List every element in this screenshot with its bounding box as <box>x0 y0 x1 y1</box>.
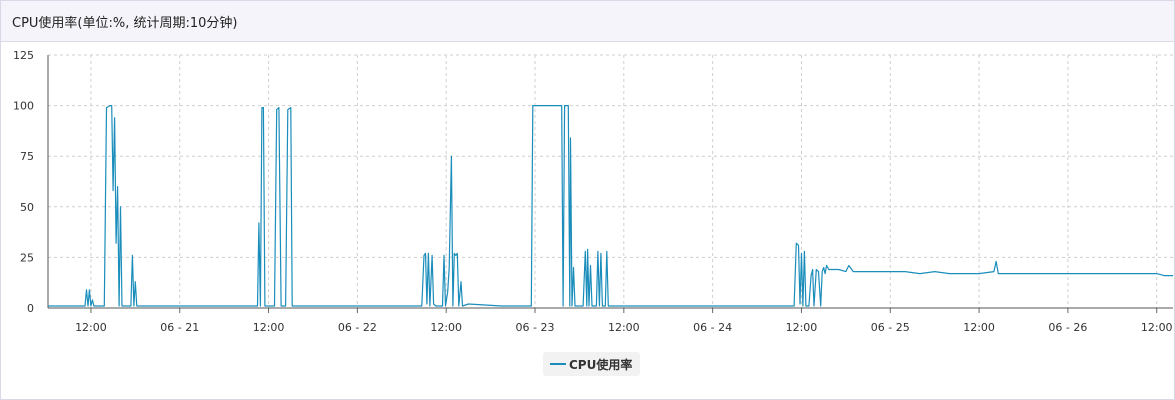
cpu-line-chart: 0 25 50 75 100 125 12:00 06 - 21 12:00 06 - 22 12:… <box>13 49 1173 334</box>
x-tick-label: 12:00 <box>430 321 462 334</box>
x-tick-label: 12:00 <box>608 321 640 334</box>
x-tick-label: 12:00 <box>963 321 995 334</box>
x-tick-label: 12:00 <box>1141 321 1173 334</box>
legend[interactable]: CPU使用率 <box>543 352 641 376</box>
x-tick-label: 12:00 <box>75 321 107 334</box>
x-tick-label: 06 - 25 <box>871 321 910 334</box>
panel-title: CPU使用率(单位:%, 统计周期:10分钟) <box>12 15 238 31</box>
y-tick-label: 125 <box>13 49 34 62</box>
series-line-cpu <box>48 105 1173 307</box>
y-tick-label: 75 <box>20 150 34 163</box>
x-tick-label: 06 - 24 <box>693 321 732 334</box>
y-tick-label: 0 <box>27 302 34 315</box>
y-tick-label: 50 <box>20 201 34 214</box>
x-tick-label: 06 - 21 <box>160 321 199 334</box>
panel-header: CPU使用率(单位:%, 统计周期:10分钟) <box>1 1 1174 42</box>
legend-label: CPU使用率 <box>569 357 633 372</box>
x-tick-label: 06 - 23 <box>516 321 555 334</box>
x-tick-label: 06 - 26 <box>1048 321 1087 334</box>
y-tick-label: 25 <box>20 251 34 264</box>
x-tick-label: 12:00 <box>253 321 285 334</box>
legend-swatch <box>550 363 566 365</box>
x-tick-label: 12:00 <box>786 321 818 334</box>
y-tick-label: 100 <box>13 100 34 113</box>
x-tick-label: 06 - 22 <box>338 321 377 334</box>
